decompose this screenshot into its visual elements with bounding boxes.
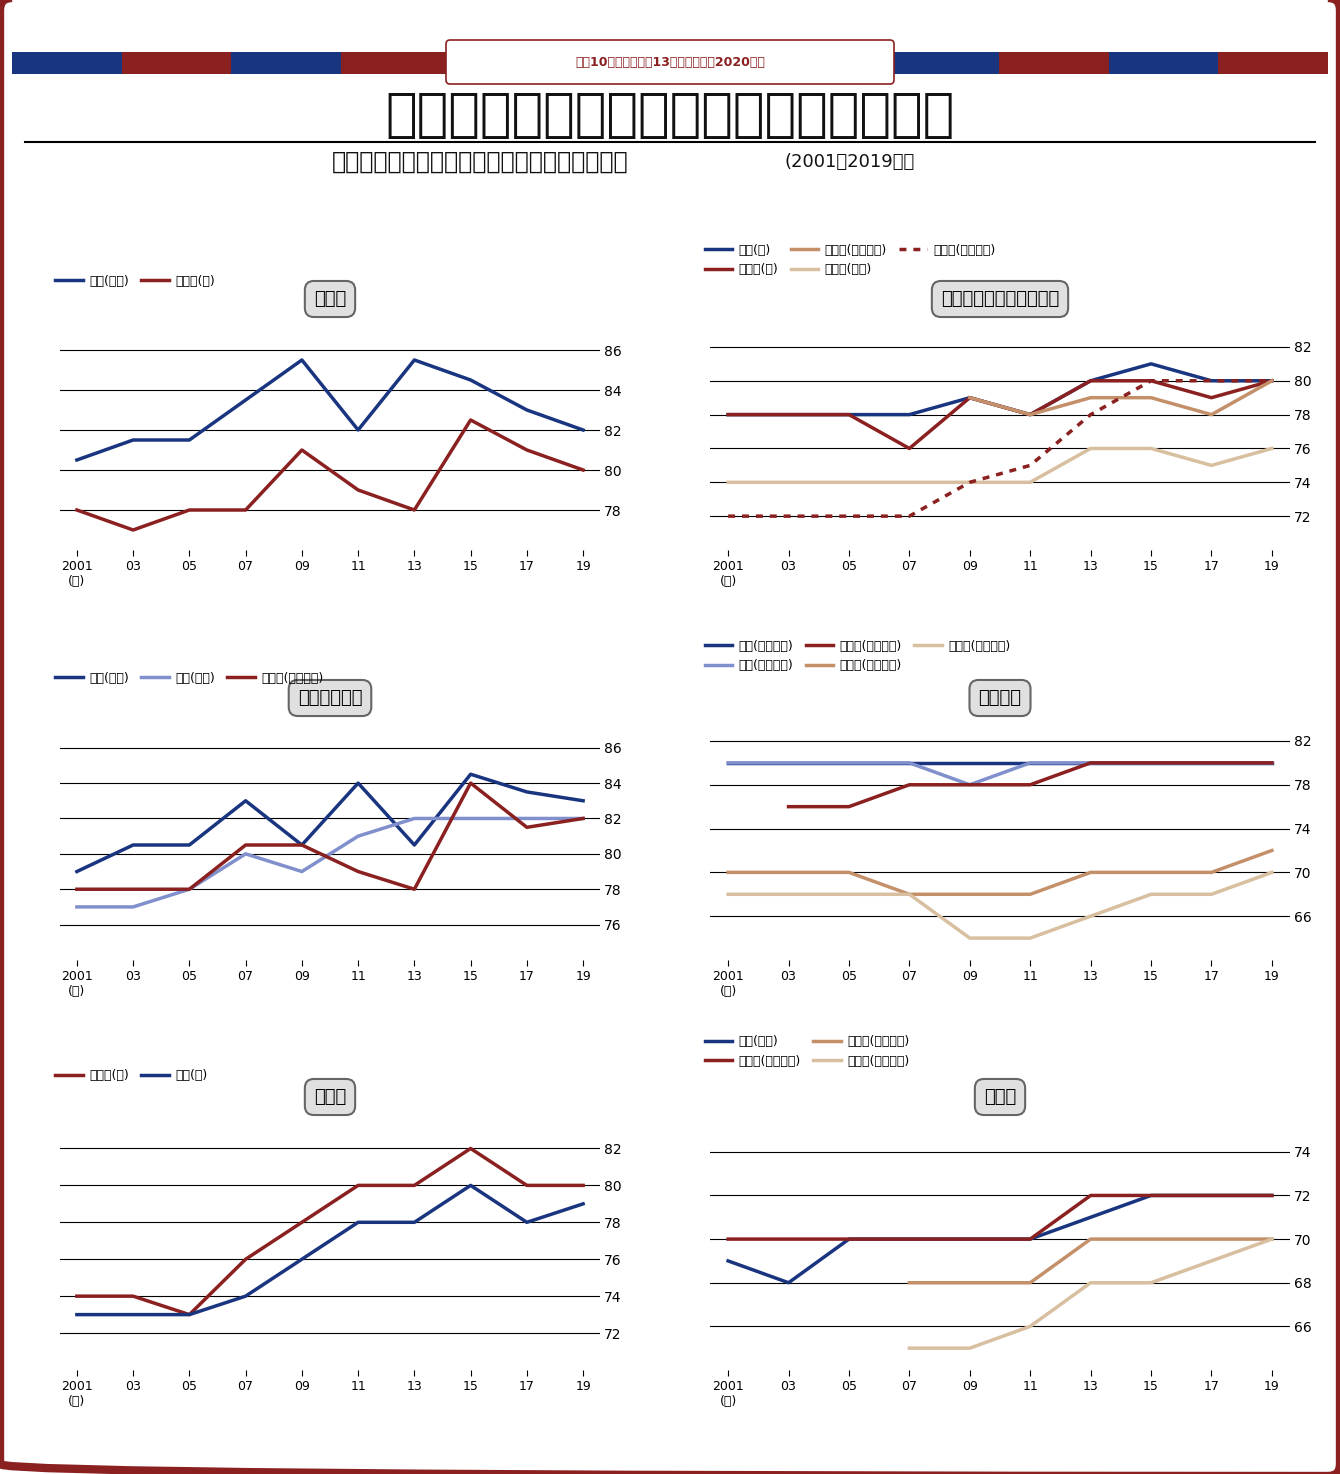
Text: 学際系等: 学際系等: [978, 688, 1021, 708]
Bar: [340, 52, 450, 74]
Text: 理工系: 理工系: [984, 1088, 1016, 1106]
Text: 慶應10学部・早稲甑13学部の新序列2020年版: 慶應10学部・早稲甑13学部の新序列2020年版: [575, 56, 765, 68]
Bar: [12, 52, 122, 74]
Text: 早慶ともに非看板学部の偶差値が上昇中: 早慶ともに非看板学部の偶差値が上昇中: [386, 88, 954, 142]
Legend: 慶應(法法), 早稲田(法): 慶應(法法), 早稲田(法): [55, 274, 214, 287]
Bar: [1000, 52, 1108, 74]
Text: (2001～2019年）: (2001～2019年）: [785, 153, 915, 171]
Legend: 早稲田(商), 慶應(商): 早稲田(商), 慶應(商): [55, 1069, 208, 1082]
Legend: 慶應(理工), 早稲田(先進理工), 早稲田(基幹理工), 早稲田(創造理工): 慶應(理工), 早稲田(先進理工), 早稲田(基幹理工), 早稲田(創造理工): [705, 1035, 909, 1067]
Bar: [670, 52, 780, 74]
Text: 政治・経済系: 政治・経済系: [297, 688, 362, 708]
Text: 慶應義塾大学・早稲田大学の入学偶差値の推移: 慶應義塾大学・早稲田大学の入学偶差値の推移: [332, 150, 628, 174]
Text: 文学・社会学・教育学系: 文学・社会学・教育学系: [941, 290, 1059, 308]
Bar: [1218, 52, 1328, 74]
Bar: [780, 52, 890, 74]
Text: 商学系: 商学系: [314, 1088, 346, 1106]
Legend: 慶應(法政), 慶應(経済), 早稲田(政治経済): 慶應(法政), 慶應(経済), 早稲田(政治経済): [55, 672, 323, 685]
Legend: 慶應(総合政策), 慶應(環境情報), 早稲田(国際教養), 早稲田(人間科学), 早稲田(スポーツ): 慶應(総合政策), 慶應(環境情報), 早稲田(国際教養), 早稲田(人間科学)…: [705, 640, 1010, 672]
Bar: [560, 52, 670, 74]
Bar: [232, 52, 340, 74]
Legend: 慶應(文), 早稲田(文), 早稲田(文化構想), 早稲田(教育), 早稲田(社会科学): 慶應(文), 早稲田(文), 早稲田(文化構想), 早稲田(教育), 早稲田(社…: [705, 243, 996, 276]
Text: 法律系: 法律系: [314, 290, 346, 308]
Bar: [450, 52, 560, 74]
Bar: [1108, 52, 1218, 74]
FancyBboxPatch shape: [446, 40, 894, 84]
Bar: [122, 52, 232, 74]
Bar: [890, 52, 1000, 74]
